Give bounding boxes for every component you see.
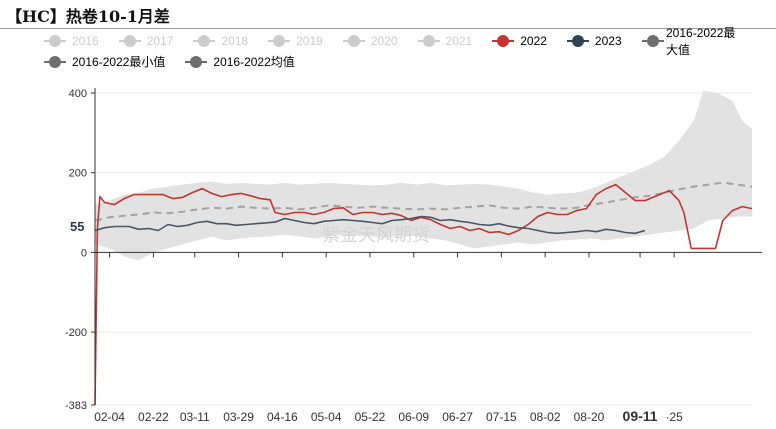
- y-tick-label: 0: [81, 247, 87, 259]
- x-tick-label: 03-29: [223, 410, 254, 424]
- legend-row: 2016 2017 2018 2019 2020 2021 2022 2023 2016-202…: [44, 26, 764, 57]
- legend-marker-icon: [268, 34, 291, 47]
- watermark: 紫金天风期货: [322, 225, 430, 246]
- legend-label: 2016: [72, 33, 99, 48]
- series-lines: [94, 181, 753, 406]
- x-tick-label: 07-15: [486, 410, 517, 424]
- grid: [95, 92, 752, 406]
- legend-label: 2023: [594, 33, 622, 48]
- legend-marker-icon: [566, 34, 589, 47]
- y-tick-label: -383: [65, 400, 87, 412]
- legend-marker-icon: [118, 34, 141, 47]
- legend-label: 2019: [296, 33, 323, 48]
- max-min-band: [95, 91, 752, 261]
- legend-marker-icon: [193, 34, 216, 47]
- x-tick-label: 02-04: [94, 410, 125, 424]
- legend-item[interactable]: 2017: [118, 33, 174, 48]
- legend-item[interactable]: 2020: [342, 33, 398, 48]
- x-tick-label: 02-22: [138, 410, 169, 424]
- legend-label: 2021: [445, 33, 473, 48]
- legend-marker-icon: [44, 34, 66, 47]
- x-tick-label: 06-09: [398, 410, 429, 424]
- legend-marker-icon: [185, 55, 208, 68]
- x-tick-label: 09-11: [623, 408, 658, 424]
- x-tick-label: 04-16: [267, 410, 298, 424]
- title-bar: 【HC】热卷10-1月差: [0, 0, 776, 29]
- legend-item[interactable]: 2023: [566, 33, 622, 48]
- legend-item[interactable]: 2016: [44, 34, 99, 48]
- axes: 400 200 0 -200 -383 02-04 02-22 03-11 03-29 04-16…: [65, 88, 762, 424]
- legend-marker-icon: [342, 34, 365, 47]
- legend-label: 2016-2022均值: [213, 55, 295, 69]
- legend-item[interactable]: 2022: [492, 34, 547, 48]
- legend-item[interactable]: 2018: [193, 34, 248, 48]
- legend-label: 2022: [520, 33, 547, 48]
- legend-label: 2017: [146, 33, 174, 48]
- legend-label: 2018: [221, 33, 249, 48]
- legend: 2016 2017 2018 2019 2020 2021 2022 2023 2016-202…: [44, 26, 764, 72]
- x-tick-label: 06-27: [442, 410, 473, 424]
- legend-row: 2016-2022最小值 2016-2022均值: [44, 51, 764, 72]
- y-tick-label: 200: [69, 168, 87, 180]
- chart-title: 【HC】热卷10-1月差: [6, 7, 170, 26]
- legend-label: 2020: [370, 33, 398, 48]
- legend-marker-icon: [417, 34, 440, 47]
- x-tick-label: 05-22: [355, 410, 386, 424]
- legend-item[interactable]: 2016-2022最小值: [44, 53, 165, 70]
- y-tick-label: 400: [69, 88, 87, 100]
- x-tick-label: 05-04: [311, 410, 342, 424]
- x-tick-label: ·25: [665, 410, 683, 424]
- x-tick-label: 03-11: [180, 410, 210, 424]
- legend-item[interactable]: 2016-2022均值: [185, 53, 295, 70]
- x-tick-label: 08-02: [530, 410, 561, 424]
- legend-label: 2016-2022最大值: [666, 25, 736, 57]
- series-line-2023: [94, 215, 646, 235]
- last-value-label: 55: [70, 219, 84, 234]
- legend-item[interactable]: 2019: [268, 34, 323, 48]
- legend-marker-icon: [44, 55, 66, 68]
- y-tick-label: -200: [65, 327, 87, 339]
- legend-item[interactable]: 2021: [417, 33, 473, 48]
- legend-marker-icon: [492, 34, 515, 47]
- x-tick-label: 08-20: [574, 410, 605, 424]
- legend-label: 2016-2022最小值: [72, 55, 166, 69]
- legend-item[interactable]: 2016-2022最大值: [641, 24, 744, 58]
- legend-marker-icon: [641, 34, 664, 47]
- series-line-2016-2022均值: [94, 181, 753, 222]
